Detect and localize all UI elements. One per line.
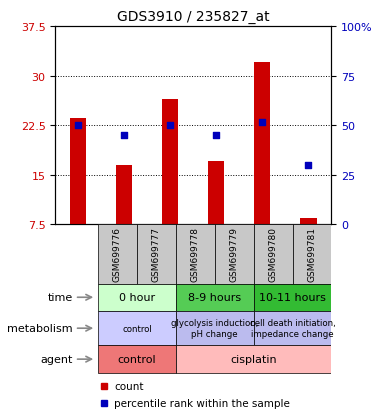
Point — [306, 162, 312, 169]
Text: GSM699781: GSM699781 — [307, 227, 317, 282]
Text: metabolism: metabolism — [7, 323, 73, 333]
Bar — [255, 63, 271, 225]
Bar — [162, 100, 178, 225]
Text: glycolysis induction,
pH change: glycolysis induction, pH change — [171, 319, 258, 338]
Text: 0 hour: 0 hour — [119, 292, 155, 302]
Bar — [98, 284, 176, 311]
Point — [75, 123, 81, 129]
Text: control: control — [118, 354, 156, 364]
Bar — [98, 346, 176, 373]
Text: percentile rank within the sample: percentile rank within the sample — [114, 398, 290, 408]
Text: GSM699779: GSM699779 — [230, 227, 239, 282]
Bar — [176, 225, 215, 284]
Text: cell death initiation,
impedance change: cell death initiation, impedance change — [250, 319, 335, 338]
Bar — [98, 311, 176, 346]
Text: agent: agent — [40, 354, 73, 364]
Title: GDS3910 / 235827_at: GDS3910 / 235827_at — [117, 10, 270, 24]
Text: GSM699778: GSM699778 — [191, 227, 200, 282]
Bar — [137, 225, 176, 284]
Bar — [215, 225, 254, 284]
Text: 10-11 hours: 10-11 hours — [259, 292, 326, 302]
Text: GSM699776: GSM699776 — [113, 227, 122, 282]
Bar — [300, 218, 317, 225]
Point — [259, 119, 266, 126]
Text: control: control — [122, 324, 152, 333]
Text: count: count — [114, 381, 144, 391]
Text: 8-9 hours: 8-9 hours — [188, 292, 241, 302]
Bar — [254, 284, 331, 311]
Point — [167, 123, 173, 129]
Bar — [98, 225, 137, 284]
Bar — [176, 346, 331, 373]
Bar — [176, 284, 254, 311]
Text: time: time — [48, 292, 73, 302]
Point — [121, 133, 127, 139]
Bar — [176, 311, 254, 346]
Bar — [70, 119, 86, 225]
Point — [213, 133, 219, 139]
Bar — [208, 162, 224, 225]
Bar — [293, 225, 331, 284]
Bar — [254, 311, 331, 346]
Bar — [254, 225, 293, 284]
Bar — [116, 165, 132, 225]
Text: cisplatin: cisplatin — [231, 354, 277, 364]
Text: GSM699780: GSM699780 — [269, 227, 278, 282]
Text: GSM699777: GSM699777 — [152, 227, 161, 282]
